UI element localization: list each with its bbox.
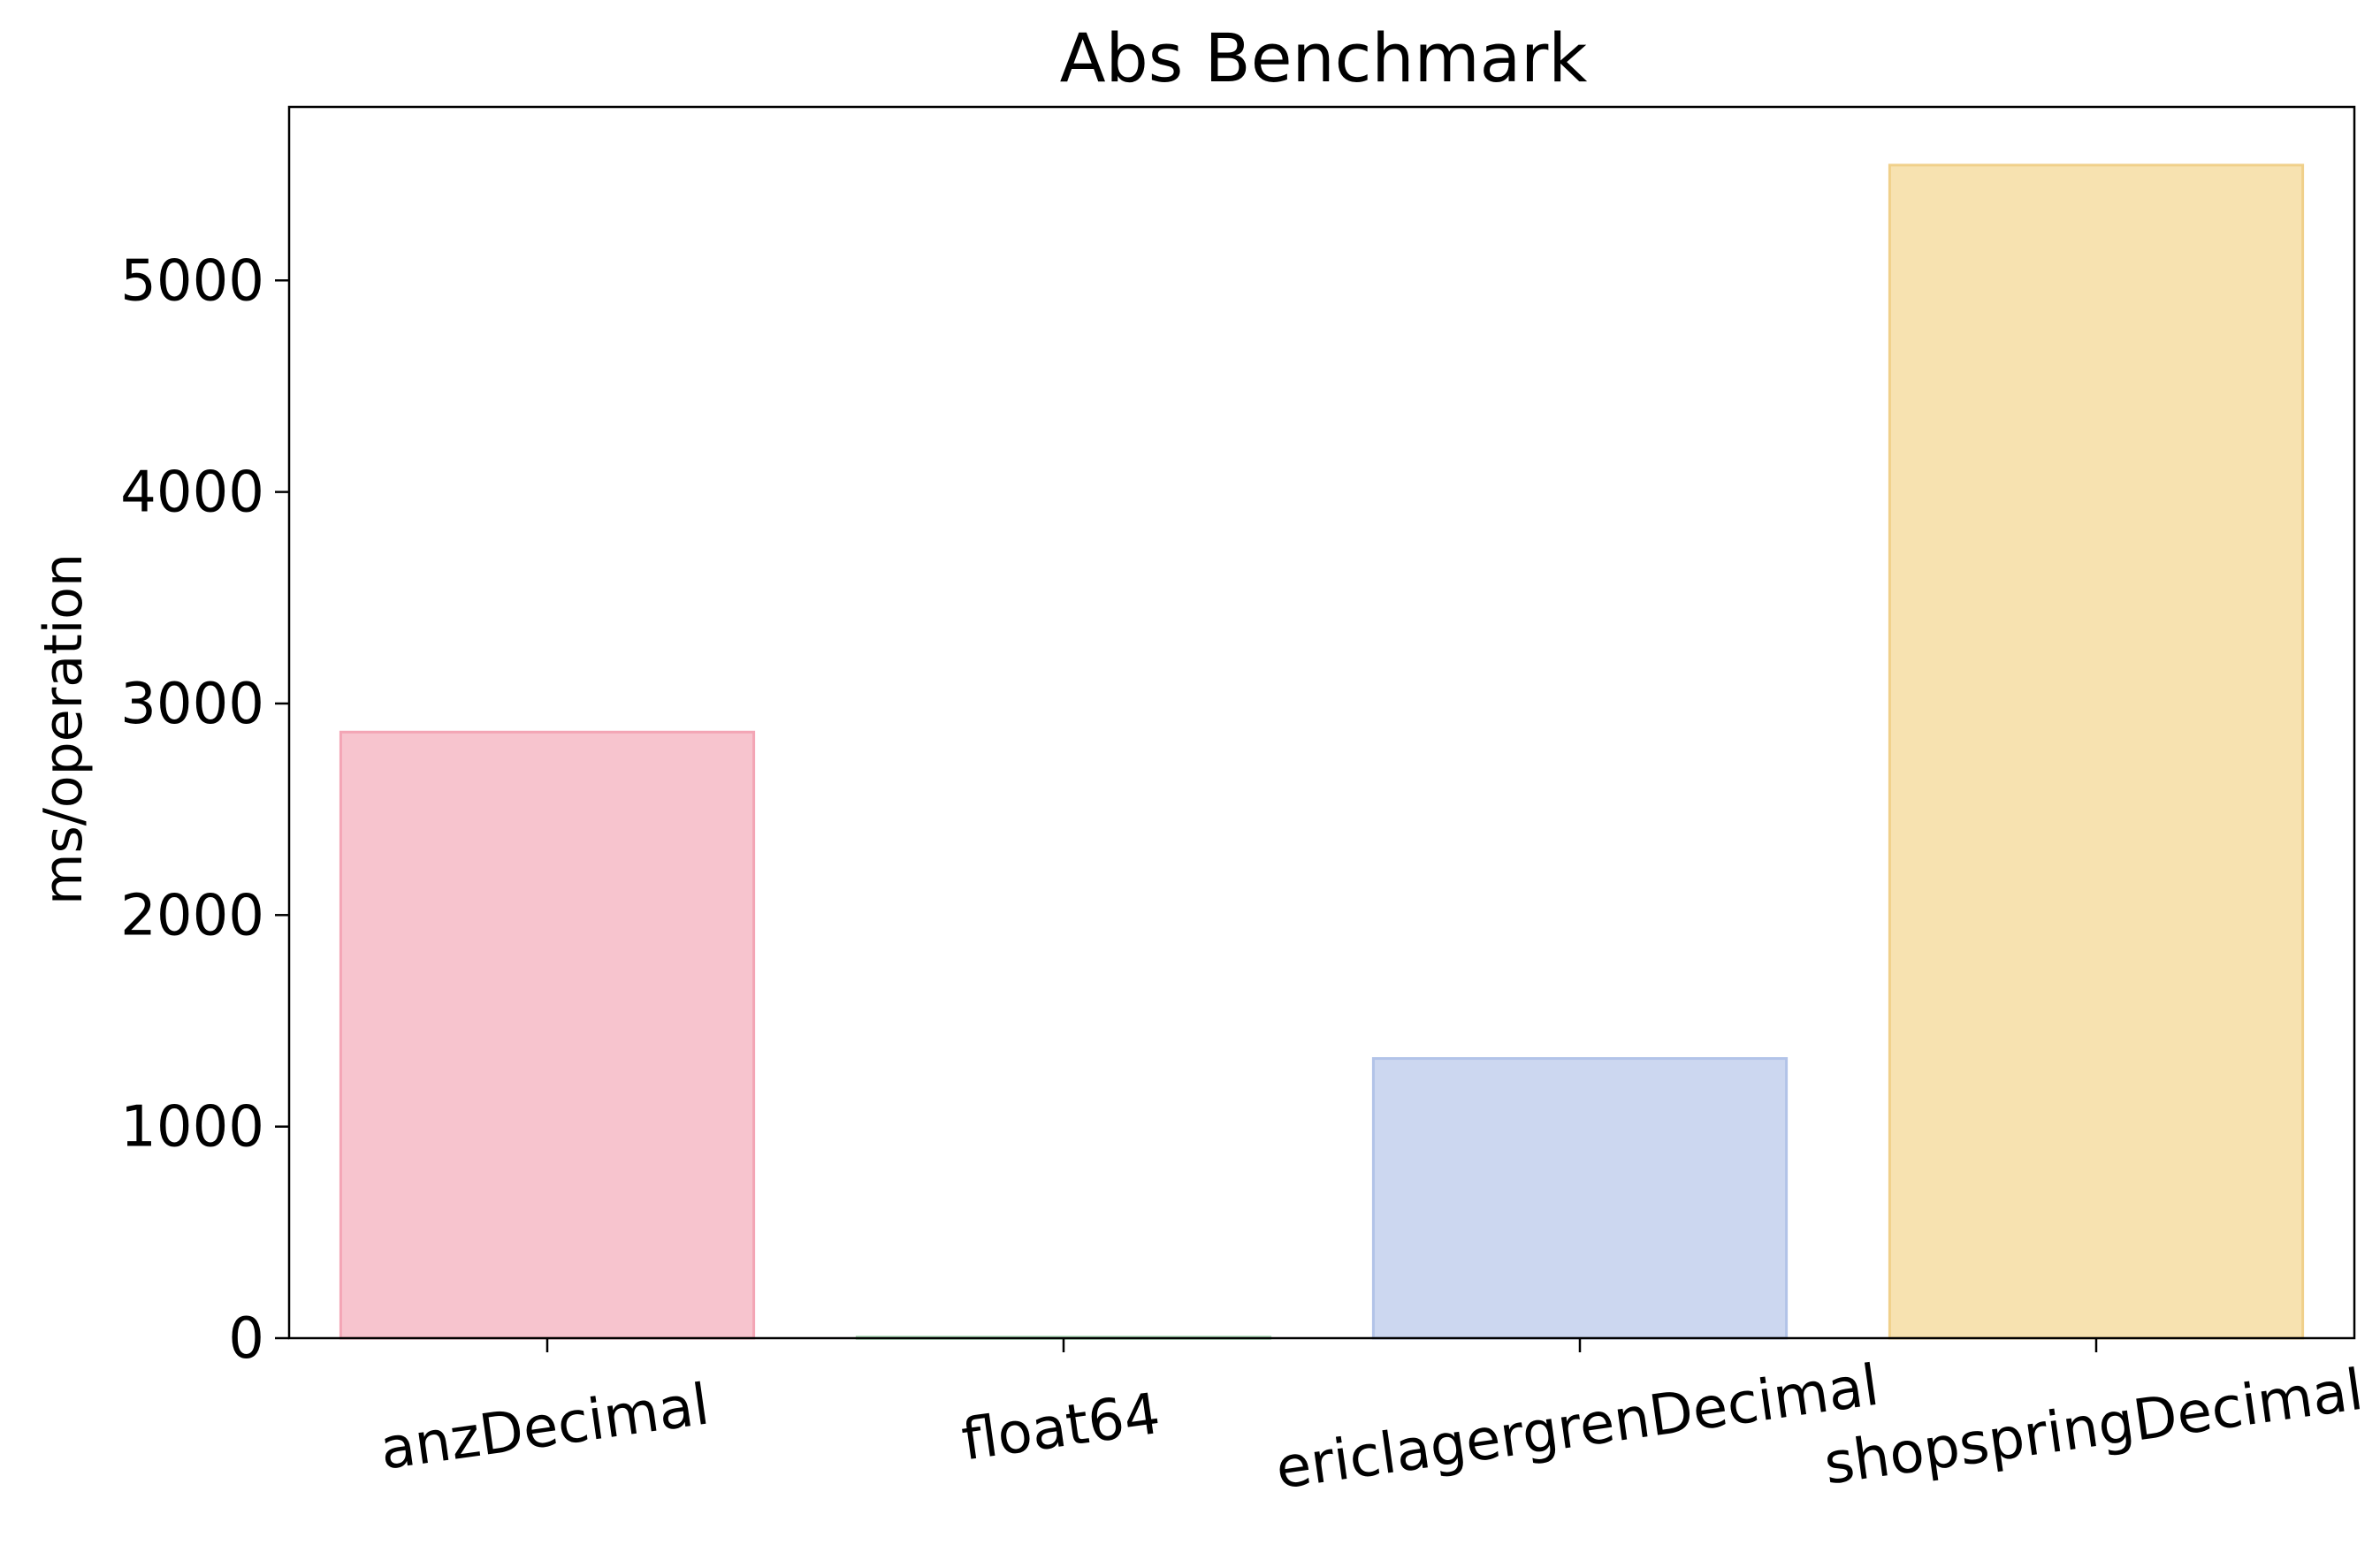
y-tick-label: 5000 (120, 248, 264, 314)
bar-ericlagergrenDecimal (1371, 1057, 1789, 1340)
y-tick-label: 2000 (120, 883, 264, 948)
y-axis-label: ms/operation (33, 553, 95, 905)
y-tick-label: 1000 (120, 1095, 264, 1160)
y-tick-label: 0 (228, 1306, 264, 1372)
bar-anzDecimal (339, 730, 756, 1340)
y-axis-ticks: 0 1000 2000 3000 4000 5000 (120, 248, 289, 1372)
x-axis-ticks: anzDecimal float64 ericlagergrenDecimalsho… (377, 1338, 2367, 1503)
plot-frame (287, 105, 2356, 1340)
x-tick-label: ericlagergrenDecimal (1272, 1353, 1883, 1503)
y-tick-label: 4000 (120, 460, 264, 526)
chart-title: Abs Benchmark (1060, 19, 1588, 97)
bars (339, 164, 2305, 1340)
bar-shopspringDecimal (1888, 164, 2305, 1340)
x-tick-label: float64 (957, 1381, 1163, 1474)
x-tick-label: anzDecimal (377, 1373, 713, 1483)
x-tick-label: shopspringDecimal (1820, 1358, 2367, 1498)
y-tick-label: 3000 (120, 672, 264, 737)
